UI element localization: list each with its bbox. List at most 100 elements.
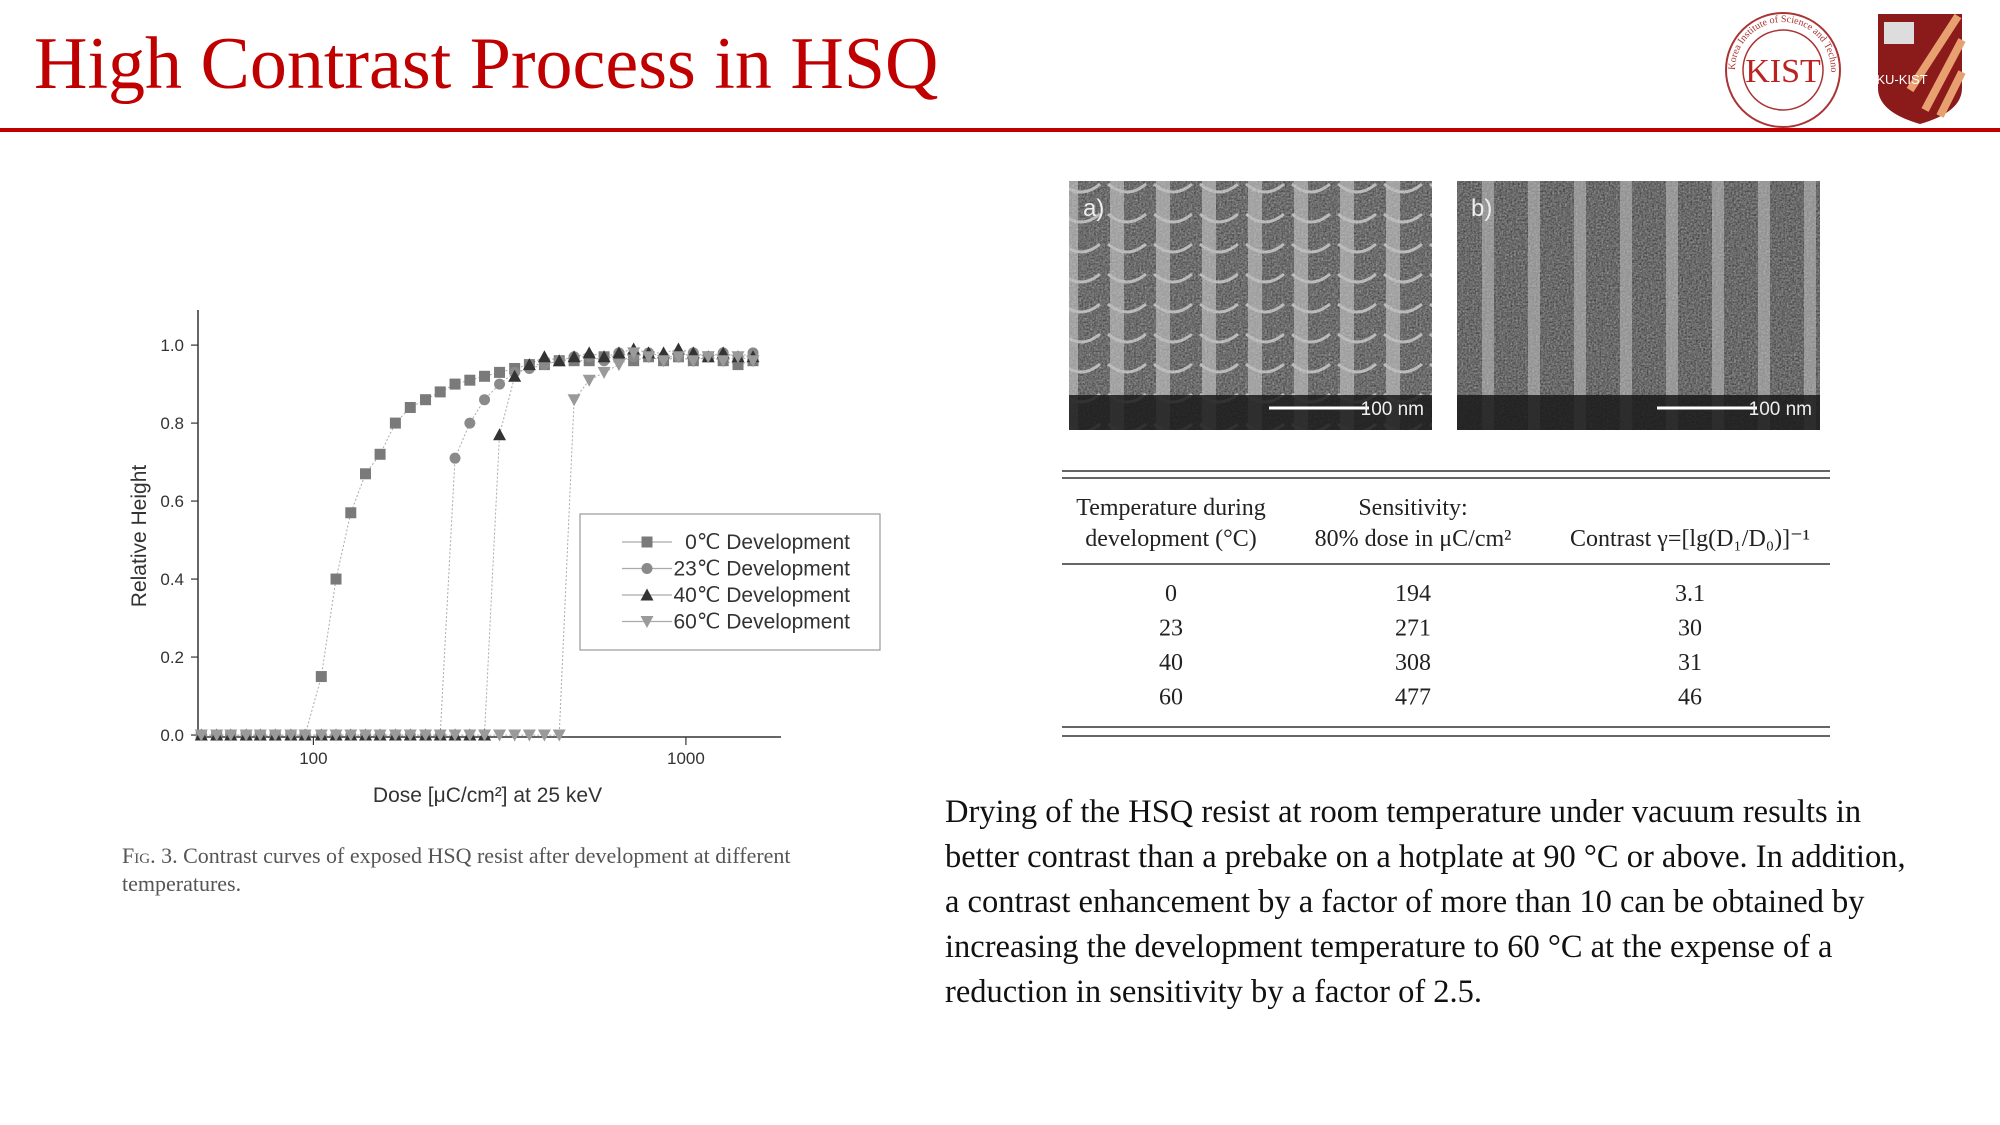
marker — [449, 452, 461, 464]
marker — [449, 378, 461, 390]
legend-label: 60℃ Development — [673, 611, 850, 634]
table-cell: 0 — [1165, 581, 1177, 607]
table-cell: 60 — [1159, 685, 1183, 711]
table-header: Temperature during — [1076, 495, 1266, 521]
table-header: Contrast γ=[lg(D₁/D₀)]⁻¹ — [1570, 526, 1810, 552]
table-header: Sensitivity: — [1358, 495, 1467, 521]
marker — [627, 347, 641, 360]
marker — [404, 401, 416, 413]
marker — [389, 417, 401, 429]
marker — [686, 355, 700, 368]
logo-ring-text: Korea Institute of Science and Technolog… — [0, 0, 1839, 72]
marker — [359, 729, 373, 742]
table-header: 80% dose in μC/cm² — [1315, 526, 1512, 552]
marker — [224, 729, 238, 742]
marker — [479, 394, 491, 406]
figure-caption: Fig. 3. Contrast curves of exposed HSQ r… — [122, 842, 902, 898]
body-text: Drying of the HSQ resist at room tempera… — [945, 794, 1906, 1010]
marker — [329, 729, 343, 742]
marker — [493, 729, 507, 742]
x-tick-label: 1000 — [667, 749, 705, 768]
y-tick-label: 0.6 — [160, 492, 184, 511]
logo-text: KIST — [1745, 53, 1821, 90]
kist-logo: Korea Institute of Science and Technolog… — [0, 0, 1841, 128]
marker — [612, 346, 626, 359]
scale-label: 100 nm — [1749, 399, 1812, 420]
marker — [268, 729, 282, 742]
table-cell: 40 — [1159, 650, 1183, 676]
table-cell: 30 — [1678, 616, 1702, 642]
sem-image — [1069, 181, 1432, 430]
marker — [494, 366, 506, 378]
marker — [640, 616, 654, 628]
table-cell: 477 — [1395, 685, 1431, 711]
marker — [253, 729, 267, 742]
marker — [671, 351, 685, 364]
marker — [314, 729, 328, 742]
marker — [419, 729, 433, 742]
legend-label: 0℃ Development — [685, 531, 850, 554]
marker — [194, 729, 208, 742]
marker — [464, 374, 476, 386]
marker — [640, 588, 654, 601]
image-label: a) — [1083, 195, 1104, 222]
ku-kist-logo: KU-KIST — [1876, 13, 1966, 124]
scale-band — [1457, 395, 1820, 430]
marker — [373, 729, 387, 742]
marker — [330, 573, 342, 585]
marker — [463, 729, 477, 742]
marker — [403, 729, 417, 742]
marker — [360, 468, 372, 480]
caption-prefix: Fig. 3. — [122, 843, 178, 868]
logo-text: KU-KIST — [1876, 72, 1927, 87]
scale-label: 100 nm — [1361, 399, 1424, 420]
table-cell: 46 — [1678, 685, 1702, 711]
marker — [508, 729, 522, 742]
marker — [374, 448, 386, 460]
x-axis-label: Dose [μC/cm²] at 25 keV — [373, 784, 602, 807]
marker — [732, 359, 744, 371]
marker — [434, 386, 446, 398]
marker — [522, 358, 536, 371]
scale-band — [1069, 395, 1432, 430]
table-cell: 23 — [1159, 616, 1183, 642]
table-cell: 31 — [1678, 650, 1702, 676]
marker — [522, 729, 536, 742]
marker — [597, 366, 611, 379]
marker — [420, 394, 432, 406]
marker — [344, 729, 358, 742]
marker — [716, 355, 730, 368]
marker — [464, 417, 476, 429]
y-tick-label: 0.2 — [160, 648, 184, 667]
marker — [388, 729, 402, 742]
caption-text: Contrast curves of exposed HSQ resist af… — [122, 843, 791, 896]
x-tick-label: 100 — [299, 749, 327, 768]
legend-label: 40℃ Development — [673, 584, 850, 607]
marker — [284, 729, 298, 742]
marker — [493, 428, 507, 441]
y-tick-label: 0.0 — [160, 726, 184, 745]
marker — [642, 351, 656, 364]
marker — [567, 394, 581, 407]
marker — [478, 729, 492, 742]
marker — [612, 359, 626, 372]
table-cell: 3.1 — [1675, 581, 1705, 607]
marker — [508, 369, 522, 382]
marker — [537, 350, 551, 363]
marker — [641, 536, 653, 548]
marker — [494, 378, 506, 390]
marker — [479, 370, 491, 382]
legend-label: 23℃ Development — [673, 558, 850, 581]
legend-box — [579, 513, 881, 651]
marker — [298, 729, 312, 742]
marker — [657, 355, 671, 368]
marker — [537, 729, 551, 742]
marker — [552, 729, 566, 742]
marker — [552, 354, 566, 367]
slide-title: High Contrast Process in HSQ — [34, 23, 939, 105]
marker — [597, 350, 611, 363]
marker — [433, 729, 447, 742]
series-line — [201, 352, 754, 736]
